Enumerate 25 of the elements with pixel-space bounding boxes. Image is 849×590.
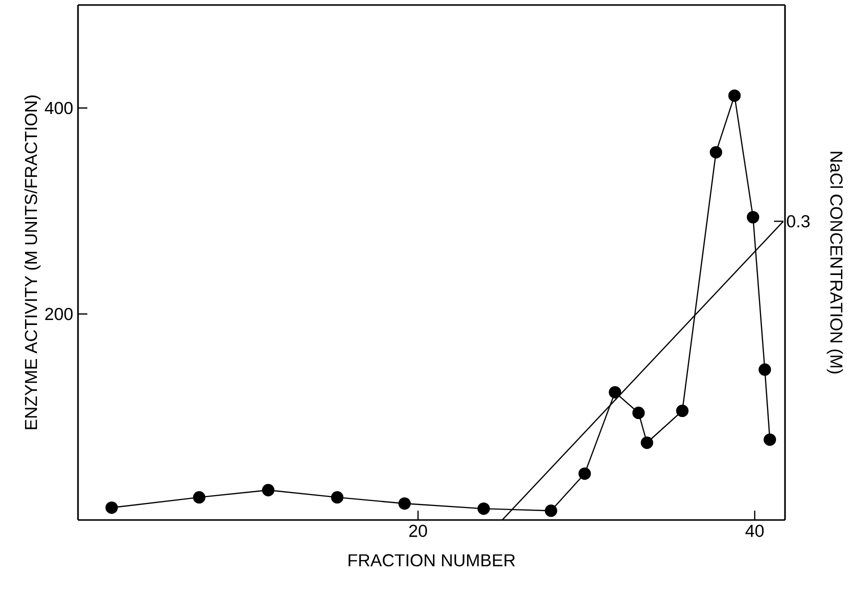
point (640, 436, 654, 449)
point (632, 406, 645, 420)
point (193, 491, 206, 504)
point (578, 467, 591, 480)
x-tick-label: 40 (745, 524, 764, 537)
point (746, 210, 760, 224)
point (105, 501, 118, 514)
x-axis-title: FRACTION NUMBER (348, 554, 515, 566)
point (728, 89, 741, 102)
point (710, 146, 722, 158)
x-tick-label: 20 (409, 524, 428, 537)
point (676, 404, 689, 418)
y2-axis-title: NaCl CONCENTRATION (M) (826, 152, 843, 374)
point (331, 491, 344, 504)
point (758, 363, 772, 376)
point (544, 504, 558, 517)
y-tick-label: 200 (45, 308, 73, 320)
y-axis-title: ENZYME ACTIVITY (M UNITS/FRACTION) (24, 96, 41, 430)
annotation: 0.3 (786, 215, 810, 228)
point (262, 484, 274, 496)
point (398, 497, 411, 510)
point (608, 386, 622, 398)
point (477, 502, 490, 515)
point (764, 433, 776, 446)
y-tick-label: 400 (44, 102, 73, 114)
